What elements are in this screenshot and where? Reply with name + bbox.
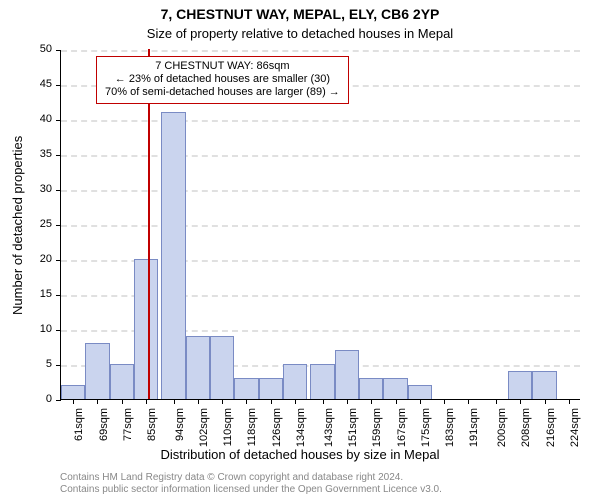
histogram-bar xyxy=(335,350,359,399)
y-tick-label: 10 xyxy=(22,323,52,335)
x-tick-label: 61sqm xyxy=(73,408,85,458)
x-tick-mark xyxy=(73,399,74,404)
x-tick-label: 134sqm xyxy=(295,408,307,458)
x-tick-mark xyxy=(198,399,199,404)
x-tick-mark xyxy=(545,399,546,404)
x-tick-label: 224sqm xyxy=(569,408,581,458)
x-tick-mark xyxy=(569,399,570,404)
y-tick-label: 35 xyxy=(22,148,52,160)
x-tick-label: 126sqm xyxy=(271,408,283,458)
histogram-bar xyxy=(359,378,383,399)
x-tick-label: 216sqm xyxy=(545,408,557,458)
y-tick-label: 50 xyxy=(22,43,52,55)
x-tick-mark xyxy=(146,399,147,404)
x-tick-label: 102sqm xyxy=(198,408,210,458)
callout-line3: 70% of semi-detached houses are larger (… xyxy=(105,86,340,99)
x-tick-mark xyxy=(246,399,247,404)
chart-title: 7, CHESTNUT WAY, MEPAL, ELY, CB6 2YP xyxy=(0,6,600,22)
x-tick-label: 175sqm xyxy=(420,408,432,458)
callout-line2: ← 23% of detached houses are smaller (30… xyxy=(105,73,340,86)
y-tick-label: 5 xyxy=(22,358,52,370)
property-callout: 7 CHESTNUT WAY: 86sqm← 23% of detached h… xyxy=(96,56,349,104)
x-tick-label: 69sqm xyxy=(98,408,110,458)
grid-line xyxy=(61,225,580,227)
histogram-bar xyxy=(186,336,210,399)
histogram-chart: 7, CHESTNUT WAY, MEPAL, ELY, CB6 2YP Siz… xyxy=(0,0,600,500)
y-tick-mark xyxy=(56,225,61,226)
x-tick-mark xyxy=(347,399,348,404)
x-tick-label: 200sqm xyxy=(496,408,508,458)
grid-line xyxy=(61,190,580,192)
x-tick-label: 118sqm xyxy=(246,408,258,458)
attribution-footer: Contains HM Land Registry data © Crown c… xyxy=(60,472,580,496)
x-tick-label: 110sqm xyxy=(222,408,234,458)
x-tick-label: 143sqm xyxy=(323,408,335,458)
plot-area: 0510152025303540455061sqm69sqm77sqm85sqm… xyxy=(60,50,580,400)
grid-line xyxy=(61,155,580,157)
x-tick-mark xyxy=(271,399,272,404)
x-tick-mark xyxy=(468,399,469,404)
x-tick-label: 183sqm xyxy=(444,408,456,458)
x-tick-label: 151sqm xyxy=(347,408,359,458)
grid-line xyxy=(61,50,580,52)
histogram-bar xyxy=(234,378,258,399)
x-tick-mark xyxy=(122,399,123,404)
y-tick-mark xyxy=(56,50,61,51)
histogram-bar xyxy=(61,385,85,399)
x-tick-mark xyxy=(222,399,223,404)
histogram-bar xyxy=(110,364,134,399)
histogram-bar xyxy=(310,364,334,399)
y-tick-mark xyxy=(56,85,61,86)
x-tick-mark xyxy=(520,399,521,404)
y-tick-mark xyxy=(56,190,61,191)
x-tick-mark xyxy=(323,399,324,404)
y-tick-label: 20 xyxy=(22,253,52,265)
y-tick-label: 45 xyxy=(22,78,52,90)
histogram-bar xyxy=(508,371,532,399)
histogram-bar xyxy=(383,378,407,399)
histogram-bar xyxy=(259,378,283,399)
y-tick-label: 30 xyxy=(22,183,52,195)
y-tick-mark xyxy=(56,295,61,296)
y-tick-mark xyxy=(56,330,61,331)
y-tick-mark xyxy=(56,120,61,121)
callout-line1: 7 CHESTNUT WAY: 86sqm xyxy=(105,60,340,73)
histogram-bar xyxy=(85,343,109,399)
x-tick-label: 208sqm xyxy=(520,408,532,458)
histogram-bar xyxy=(161,112,185,399)
x-tick-label: 94sqm xyxy=(174,408,186,458)
x-tick-label: 85sqm xyxy=(146,408,158,458)
x-tick-label: 191sqm xyxy=(468,408,480,458)
histogram-bar xyxy=(210,336,234,399)
x-tick-label: 159sqm xyxy=(371,408,383,458)
x-tick-mark xyxy=(97,399,98,404)
footer-line-2: Contains public sector information licen… xyxy=(60,484,580,496)
histogram-bar xyxy=(283,364,307,399)
y-tick-mark xyxy=(56,365,61,366)
y-tick-mark xyxy=(56,260,61,261)
x-tick-mark xyxy=(396,399,397,404)
y-tick-mark xyxy=(56,155,61,156)
x-tick-mark xyxy=(371,399,372,404)
footer-line-1: Contains HM Land Registry data © Crown c… xyxy=(60,472,580,484)
x-tick-mark xyxy=(444,399,445,404)
x-tick-mark xyxy=(420,399,421,404)
x-tick-label: 77sqm xyxy=(122,408,134,458)
x-tick-mark xyxy=(174,399,175,404)
x-tick-label: 167sqm xyxy=(396,408,408,458)
y-tick-label: 40 xyxy=(22,113,52,125)
y-tick-mark xyxy=(56,400,61,401)
x-tick-mark xyxy=(295,399,296,404)
y-tick-label: 15 xyxy=(22,288,52,300)
histogram-bar xyxy=(408,385,432,399)
x-tick-mark xyxy=(496,399,497,404)
y-tick-label: 0 xyxy=(22,393,52,405)
chart-subtitle: Size of property relative to detached ho… xyxy=(0,26,600,41)
y-tick-label: 25 xyxy=(22,218,52,230)
histogram-bar xyxy=(134,259,158,399)
grid-line xyxy=(61,120,580,122)
histogram-bar xyxy=(532,371,556,399)
